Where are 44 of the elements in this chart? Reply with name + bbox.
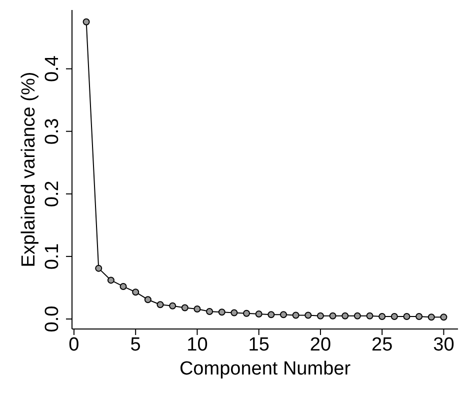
point xyxy=(403,312,410,320)
point xyxy=(156,301,164,308)
point xyxy=(378,312,386,320)
x-tick-label: 25 xyxy=(372,334,393,356)
point xyxy=(169,302,176,310)
x-axis-title: Component Number xyxy=(179,358,352,380)
point xyxy=(428,314,435,321)
point xyxy=(218,308,226,316)
x-tick-label: 30 xyxy=(433,334,454,356)
x-tick-label: 15 xyxy=(248,334,270,356)
point xyxy=(304,312,312,319)
point xyxy=(181,304,188,312)
point xyxy=(440,314,448,321)
point xyxy=(366,312,374,320)
point xyxy=(82,18,90,26)
y-tick-label: 0.4 xyxy=(42,55,63,82)
x-tick-label: 5 xyxy=(130,334,141,356)
point xyxy=(132,288,140,296)
y-tick-label: 0.2 xyxy=(42,180,63,208)
point xyxy=(144,296,152,304)
point xyxy=(194,305,201,312)
point xyxy=(206,308,214,315)
point xyxy=(292,312,300,319)
y-axis-title: Explained variance (%) xyxy=(18,72,40,268)
x-tick-label: 20 xyxy=(310,334,332,356)
point xyxy=(120,282,127,290)
point xyxy=(243,310,250,317)
point xyxy=(416,312,423,320)
point xyxy=(230,309,238,316)
point xyxy=(107,276,114,284)
y-tick-label: 0.3 xyxy=(42,118,63,145)
point xyxy=(316,312,324,320)
point xyxy=(329,312,336,320)
x-tick-label: 0 xyxy=(68,334,80,356)
point xyxy=(255,310,262,318)
point xyxy=(280,311,287,318)
point xyxy=(354,312,361,320)
x-tick-label: 10 xyxy=(186,334,208,356)
y-tick-label: 0.0 xyxy=(42,306,63,332)
y-tick-label: 0.1 xyxy=(42,243,63,270)
point xyxy=(342,312,349,320)
point xyxy=(268,311,275,318)
point xyxy=(390,312,398,320)
point xyxy=(95,264,102,272)
